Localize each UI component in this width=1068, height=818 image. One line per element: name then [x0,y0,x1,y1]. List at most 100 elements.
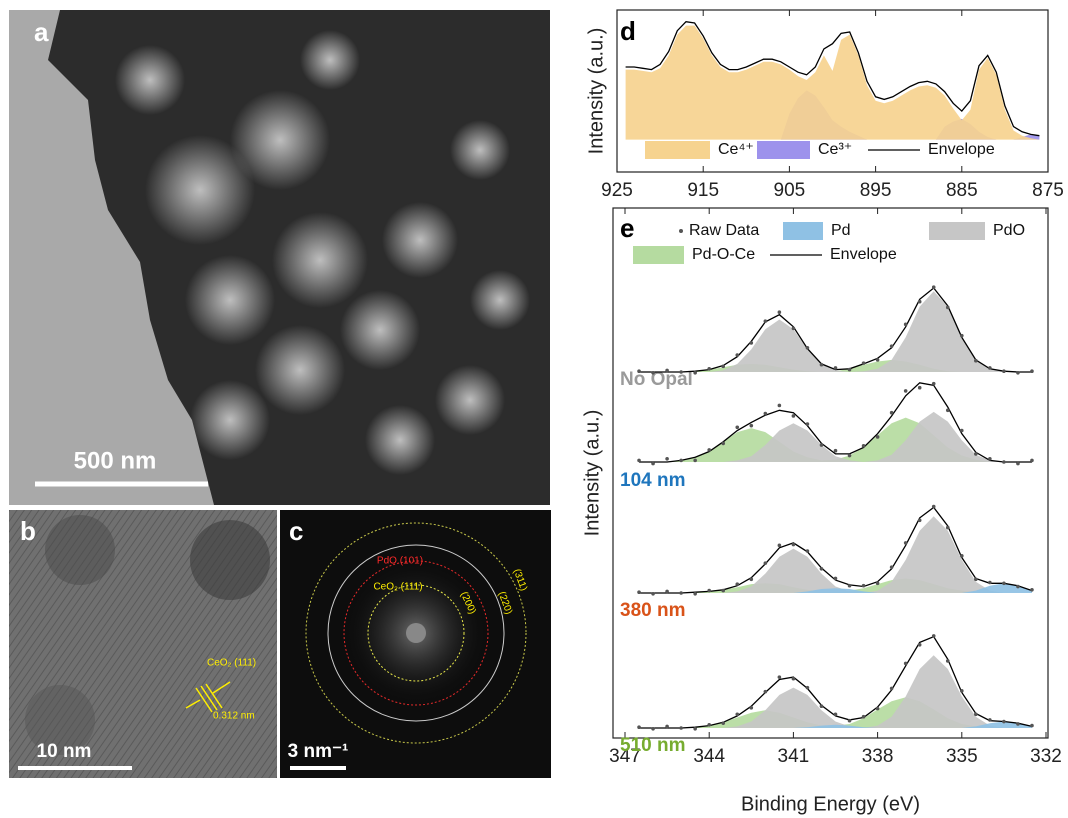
raw-data-point [806,346,810,350]
panel-label: a [34,17,49,47]
raw-data-point [848,368,852,372]
legend-label: Ce⁴⁺ [718,141,754,158]
raw-data-point [693,459,697,463]
legend-swatch [645,141,710,159]
raw-data-point [848,584,852,588]
y-axis-title: Intensity (a.u.) [581,410,603,537]
raw-data-point [679,459,683,463]
hrtem-image-b: CeO₂ (111) 0.312 nm 10 nm b [9,510,277,778]
raw-data-point [834,449,838,453]
raw-data-point [806,686,810,690]
x-tick-label: 341 [778,746,810,767]
raw-data-point [693,371,697,375]
raw-data-point [932,382,936,386]
x-tick-label: 335 [946,746,978,767]
raw-data-point [707,448,711,452]
raw-data-point [834,366,838,370]
raw-data-point [1030,369,1034,373]
raw-data-point [778,675,782,679]
tem-image-a: 500 nm a [9,10,550,505]
raw-data-point [946,306,950,310]
raw-data-point [637,725,641,729]
raw-data-point [960,689,964,693]
x-axis-title: Binding Energy (eV) [741,793,920,815]
raw-data-point [735,712,739,716]
raw-data-point [988,581,992,585]
raw-data-point [806,549,810,553]
raw-data-point [890,687,894,691]
raw-data-point [721,442,725,446]
lattice-annotation: CeO₂ (111) [207,658,256,669]
raw-data-point [792,414,796,418]
raw-data-point [904,323,908,327]
raw-data-point [665,457,669,461]
raw-data-point [1016,585,1020,589]
raw-data-point [904,389,908,393]
raw-data-point [876,707,880,711]
ring-label: CeO₂ (111) [373,582,422,593]
raw-data-point [974,712,978,716]
raw-data-point [876,358,880,362]
raw-data-point [974,577,978,581]
raw-data-point [932,634,936,638]
raw-data-point [890,411,894,415]
x-tick-label: 344 [693,746,725,767]
raw-data-point [932,285,936,289]
legend-swatch [633,246,684,264]
d-spacing: 0.312 nm [213,711,255,722]
panel-label: e [620,213,634,243]
raw-data-point [974,359,978,363]
raw-data-point [960,554,964,558]
raw-data-point [960,334,964,338]
raw-data-point [862,715,866,719]
legend-label: Ce³⁺ [818,141,852,158]
raw-data-point [721,589,725,593]
panel-label: d [620,16,636,46]
figure: 500 nm a CeO₂ (111) 0.312 nm 10 nm b PdO… [0,0,1068,818]
raw-data-point [904,541,908,545]
raw-data-point [707,589,711,593]
raw-data-point [904,662,908,666]
raw-data-point [665,590,669,594]
x-tick-label: 905 [774,180,806,201]
raw-data-point [778,404,782,408]
raw-data-point [679,370,683,374]
raw-data-point [834,577,838,581]
legend-label: Envelope [928,141,995,158]
raw-data-point [707,723,711,727]
scale-bar-label: 10 nm [37,741,92,762]
raw-data-point [820,704,824,708]
raw-data-point [876,582,880,586]
raw-data-point [750,577,754,581]
x-tick-label: 338 [862,746,894,767]
raw-data-point [974,452,978,456]
raw-data-point [1002,720,1006,724]
x-tick-label: 885 [946,180,978,201]
raw-data-point [778,310,782,314]
raw-data-point [679,726,683,730]
legend-label: Pd [831,222,851,239]
raw-data-point [918,519,922,523]
raw-data-point [665,725,669,729]
raw-data-point [862,361,866,365]
raw-data-point [637,459,641,463]
raw-data-point [862,584,866,588]
raw-data-point [750,424,754,428]
raw-data-point [707,367,711,371]
raw-data-point [988,366,992,370]
raw-data-point [651,727,655,731]
raw-data-point [778,544,782,548]
raw-data-point [764,319,768,323]
raw-data-point [918,386,922,390]
raw-data-point [721,721,725,725]
legend-label: Envelope [830,246,897,263]
raw-data-point [735,353,739,357]
raw-data-point [792,327,796,331]
legend-swatch [929,222,985,240]
legend-swatch [679,229,683,233]
raw-data-point [764,561,768,565]
raw-data-point [637,590,641,594]
raw-data-point [890,344,894,348]
raw-data-point [1030,459,1034,463]
raw-data-point [960,429,964,433]
